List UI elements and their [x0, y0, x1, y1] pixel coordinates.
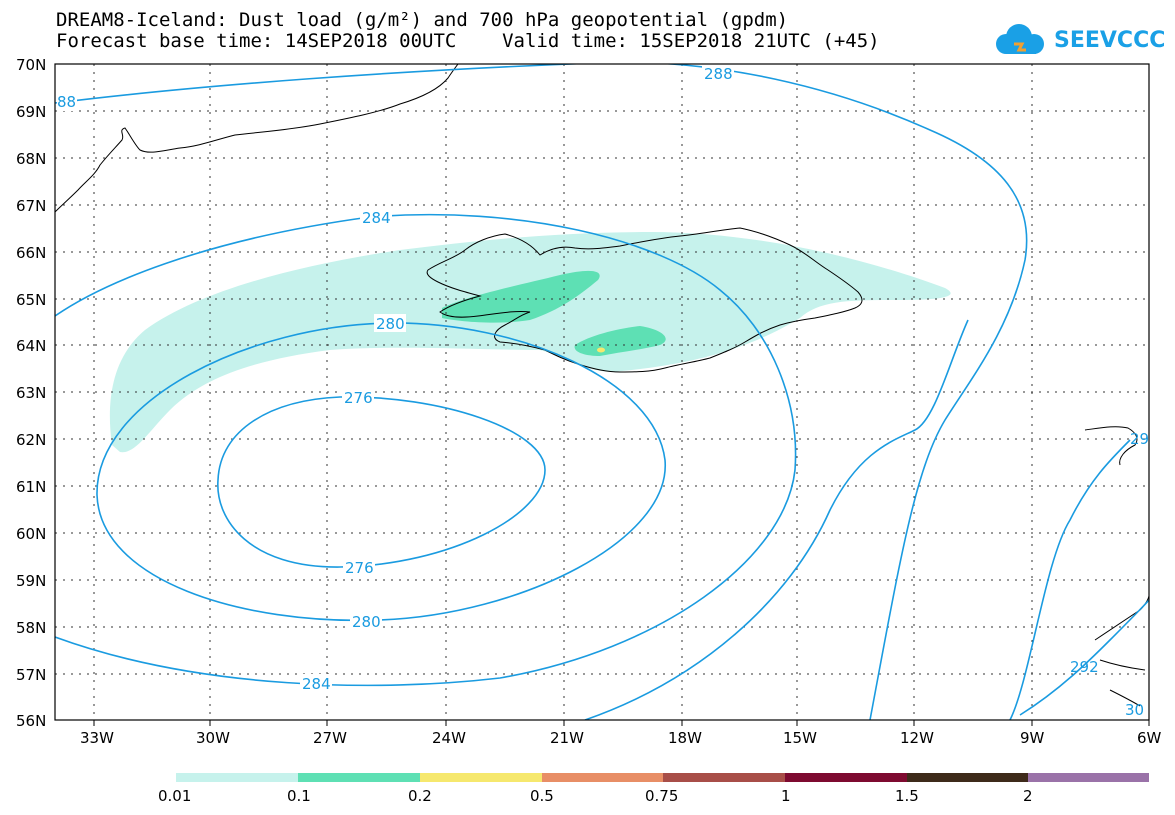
contour-label-292-bottom: 292 [1070, 658, 1099, 676]
colorbar-swatch-5 [785, 773, 907, 782]
colorbar-label-5: 1 [781, 787, 791, 805]
colorbar-swatch-2 [420, 773, 542, 782]
colorbar-swatch-1 [298, 773, 420, 782]
lat-label-59n: 59N [16, 572, 46, 590]
geopotential-contours [55, 64, 1149, 720]
lon-label-15w: 15W [783, 729, 817, 747]
contour-label-284-bottom: 284 [302, 675, 331, 693]
colorbar-label-0: 0.01 [158, 787, 191, 805]
contour-label-300: 30 [1125, 701, 1144, 719]
lat-label-64n: 64N [16, 337, 46, 355]
contour-292-a [584, 319, 1131, 720]
colorbar-swatch-6 [907, 773, 1028, 782]
graticule [55, 64, 1149, 720]
longitude-labels: 33W 30W 27W 24W 21W 18W 15W 12W 9W 6W [80, 729, 1162, 747]
colorbar-swatch-3 [542, 773, 663, 782]
lat-label-56n: 56N [16, 712, 46, 730]
map-title-line2: Forecast base time: 14SEP2018 00UTC Vali… [56, 30, 880, 52]
dust-area-low [109, 232, 951, 453]
contour-label-276-top: 276 [344, 389, 373, 407]
contour-label-280-top: 280 [376, 315, 405, 333]
lon-label-21w: 21W [550, 729, 584, 747]
lat-label-66n: 66N [16, 244, 46, 262]
latitude-labels: 70N 69N 68N 67N 66N 65N 64N 63N 62N 61N … [16, 56, 46, 730]
dust-area-high [597, 347, 605, 353]
lon-label-18w: 18W [668, 729, 702, 747]
lon-label-12w: 12W [900, 729, 934, 747]
contour-label-292-right: 29 [1130, 430, 1149, 448]
lat-label-65n: 65N [16, 291, 46, 309]
contour-288 [55, 64, 1028, 720]
logo-text: SEEVCCC [1054, 28, 1166, 53]
scotland-coast [1094, 595, 1149, 707]
lat-label-67n: 67N [16, 197, 46, 215]
contour-label-288-left: 88 [57, 93, 76, 111]
lon-label-30w: 30W [196, 729, 230, 747]
lat-label-62n: 62N [16, 431, 46, 449]
lat-label-61n: 61N [16, 478, 46, 496]
map-title-line1: DREAM8-Iceland: Dust load (g/m²) and 700… [56, 9, 789, 31]
lat-label-70n: 70N [16, 56, 46, 74]
contour-label-284-top: 284 [362, 209, 391, 227]
contour-284 [55, 213, 797, 687]
lon-label-33w: 33W [80, 729, 114, 747]
lat-label-60n: 60N [16, 525, 46, 543]
colorbar-swatch-4 [663, 773, 785, 782]
colorbar-swatch-0 [176, 773, 298, 782]
lon-label-9w: 9W [1020, 729, 1045, 747]
colorbar-swatch-7 [1028, 773, 1149, 782]
contour-292-b [1019, 599, 1149, 716]
lat-label-58n: 58N [16, 619, 46, 637]
lat-label-57n: 57N [16, 666, 46, 684]
lon-label-6w: 6W [1137, 729, 1162, 747]
axis-ticks [93, 720, 1150, 726]
seevccc-logo [996, 24, 1044, 54]
cloud-icon [996, 24, 1044, 54]
lat-label-69n: 69N [16, 103, 46, 121]
colorbar-label-3: 0.5 [530, 787, 554, 805]
colorbar-label-2: 0.2 [408, 787, 432, 805]
greenland-coast [55, 64, 459, 213]
iceland-coast [426, 227, 863, 373]
dust-area-mid-west [442, 270, 600, 323]
colorbar-label-6: 1.5 [895, 787, 919, 805]
colorbar-label-1: 0.1 [287, 787, 311, 805]
lon-label-24w: 24W [432, 729, 466, 747]
map-frame [54, 63, 1150, 721]
colorbar: 0.01 0.1 0.2 0.5 0.75 1 1.5 2 [158, 773, 1149, 805]
coastlines [55, 64, 1149, 707]
contour-276 [217, 396, 546, 568]
lat-label-68n: 68N [16, 150, 46, 168]
contour-labels: 284 280 276 276 280 284 288 88 29 292 30 [57, 64, 1149, 719]
contour-label-288-top: 288 [704, 65, 733, 83]
colorbar-label-7: 2 [1023, 787, 1033, 805]
faroe-coast [1084, 426, 1138, 466]
contour-label-280-bottom: 280 [352, 613, 381, 631]
dust-load-field [109, 232, 951, 453]
contour-label-276-bottom: 276 [345, 559, 374, 577]
colorbar-label-4: 0.75 [645, 787, 678, 805]
lat-label-63n: 63N [16, 384, 46, 402]
dust-area-mid-south [574, 326, 666, 356]
lon-label-27w: 27W [313, 729, 347, 747]
